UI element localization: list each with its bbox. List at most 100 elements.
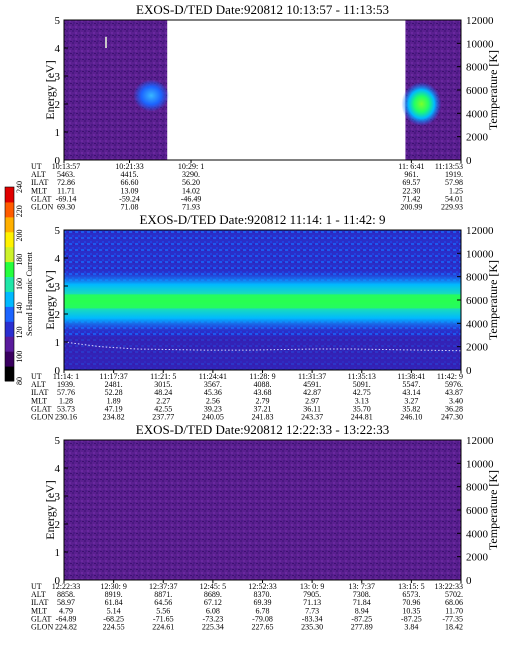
table-cell: 12:52:33 [248,582,276,591]
y-tick-label: 1 [55,127,61,139]
table-cell: 11:42: 9 [437,372,463,381]
table-cell: 961. [404,170,418,179]
panel-title: EXOS-D/TED Date:920812 10:13:57 - 11:13:… [136,2,389,17]
table-cell: 11:24:41 [199,372,227,381]
table-row-label: ILAT [31,598,48,607]
table-cell: 5463. [57,170,75,179]
table-cell: 47.19 [105,404,123,413]
table-cell: -69.14 [56,194,77,203]
table-cell: 246.10 [400,413,422,422]
table-cell: 13:15: 5 [398,582,424,591]
table-cell: -59.24 [119,194,140,203]
table-cell: 11:14: 1 [53,372,79,381]
table-cell: 7905. [303,590,321,599]
table-cell: 230.16 [55,413,77,422]
table-cell: 237.77 [152,413,174,422]
table-cell: 11:17:37 [100,372,128,381]
y-tick-label: 5 [55,225,61,237]
table-cell: 3.27 [404,396,418,405]
table-cell: 61.84 [105,598,123,607]
colorbar-swatch [5,306,14,322]
table-cell: 11:13:53 [435,162,463,171]
table-cell: 6573. [402,590,420,599]
panel-1: EXOS-D/TED Date:920812 10:13:57 - 11:13:… [31,2,500,212]
emission-blob [133,79,170,112]
table-cell: 5976. [445,380,463,389]
table-cell: 247.30 [441,413,463,422]
panel-title: EXOS-D/TED Date:920812 12:22:33 - 13:22:… [136,422,389,437]
table-cell: 3.40 [449,396,463,405]
table-cell: 240.05 [202,413,224,422]
y2-tick-label: 12000 [466,435,494,447]
table-cell: 66.60 [121,178,139,187]
y-tick-label: 0 [55,575,61,587]
table-cell: 6.08 [206,606,220,615]
colorbar-tick-label: 80 [15,377,24,385]
y-tick-label: 2 [55,309,61,321]
table-row-label: GLAT [31,614,52,623]
y2-tick-label: 12000 [466,15,494,27]
table-cell: 8919. [105,590,123,599]
y2-tick-label: 8000 [466,62,489,74]
table-cell: 36.28 [445,404,463,413]
y-tick-label: 4 [55,463,61,475]
y2-tick-label: 12000 [466,225,494,237]
table-cell: 11.71 [57,186,75,195]
table-row-label: MLT [31,606,47,615]
table-cell: 4088. [254,380,272,389]
table-cell: 1919. [445,170,463,179]
y2-tick-label: 0 [466,365,472,377]
table-cell: 2.97 [305,396,319,405]
table-cell: 10:29: 1 [178,162,204,171]
colorbar-swatch [5,336,14,352]
table-cell: 11:31:37 [298,372,326,381]
table-cell: 3.84 [404,623,418,632]
y-tick-label: 0 [55,155,61,167]
table-cell: 8689. [204,590,222,599]
y-tick-label: 2 [55,519,61,531]
table-cell: 22.30 [402,186,420,195]
table-cell: 7308. [353,590,371,599]
table-cell: 224.61 [152,623,174,632]
table-cell: 10:21:33 [115,162,143,171]
y-tick-label: 4 [55,253,61,265]
table-cell: 3015. [154,380,172,389]
table-row-label: ILAT [31,178,48,187]
table-cell: 2.27 [156,396,170,405]
table-row-label: GLAT [31,194,52,203]
emission-blob [401,82,442,126]
colorbar-tick-label: 220 [15,205,24,217]
table-cell: 67.12 [204,598,222,607]
colorbar-swatch [5,291,14,307]
table-row-label: ALT [31,590,46,599]
table-row-label: MLT [31,396,47,405]
table-cell: 241.83 [252,413,274,422]
table-cell: 70.96 [402,598,420,607]
table-cell: 42.87 [303,388,321,397]
table-cell: 71.08 [121,203,139,212]
y-axis-label: Energy [eV] [43,60,57,119]
table-cell: 54.01 [445,194,463,203]
table-cell: 11.70 [445,606,463,615]
colorbar-tick-label: 180 [15,254,24,266]
y-axis-label: Energy [eV] [43,480,57,539]
table-cell: 8.94 [355,606,369,615]
y2-tick-label: 6000 [466,295,489,307]
table-row-label: UT [31,372,42,381]
temperature-trace [63,341,462,352]
colorbar-swatch [5,351,14,367]
table-cell: 69.39 [254,598,272,607]
table-cell: -87.25 [351,614,372,623]
table-cell: 52.28 [105,388,123,397]
table-cell: 5547. [402,380,420,389]
y2-tick-label: 10000 [466,248,494,260]
table-cell: 71.13 [303,598,321,607]
table-cell: 43.87 [445,388,463,397]
y2-tick-label: 0 [466,575,472,587]
table-row-label: UT [31,582,42,591]
table-cell: 11:21: 5 [150,372,176,381]
table-cell: 68.06 [445,598,463,607]
table-cell: 18.42 [445,623,463,632]
